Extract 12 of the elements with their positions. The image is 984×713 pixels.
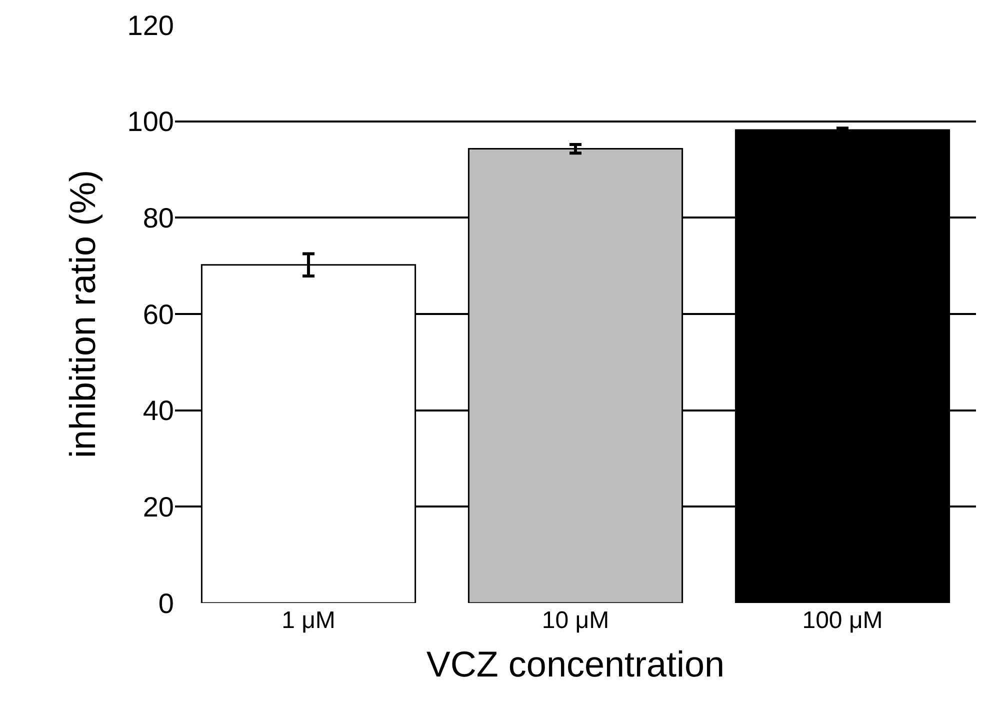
y-tick-label: 0 <box>158 588 174 619</box>
y-tick-label: 80 <box>142 202 174 234</box>
y-tick-label: 120 <box>127 10 174 41</box>
y-tick-label: 20 <box>142 491 174 522</box>
x-axis-title: VCZ concentration <box>426 644 725 685</box>
x-tick-label: 1 μM <box>282 607 336 634</box>
y-tick-label: 100 <box>127 106 174 138</box>
y-tick-label: 40 <box>142 395 174 426</box>
x-tick-label: 10 μM <box>542 607 610 634</box>
y-axis-title: inhibition ratio (%) <box>62 170 104 458</box>
x-tick-label: 100 μM <box>802 607 883 634</box>
y-tick-label: 60 <box>142 298 174 330</box>
